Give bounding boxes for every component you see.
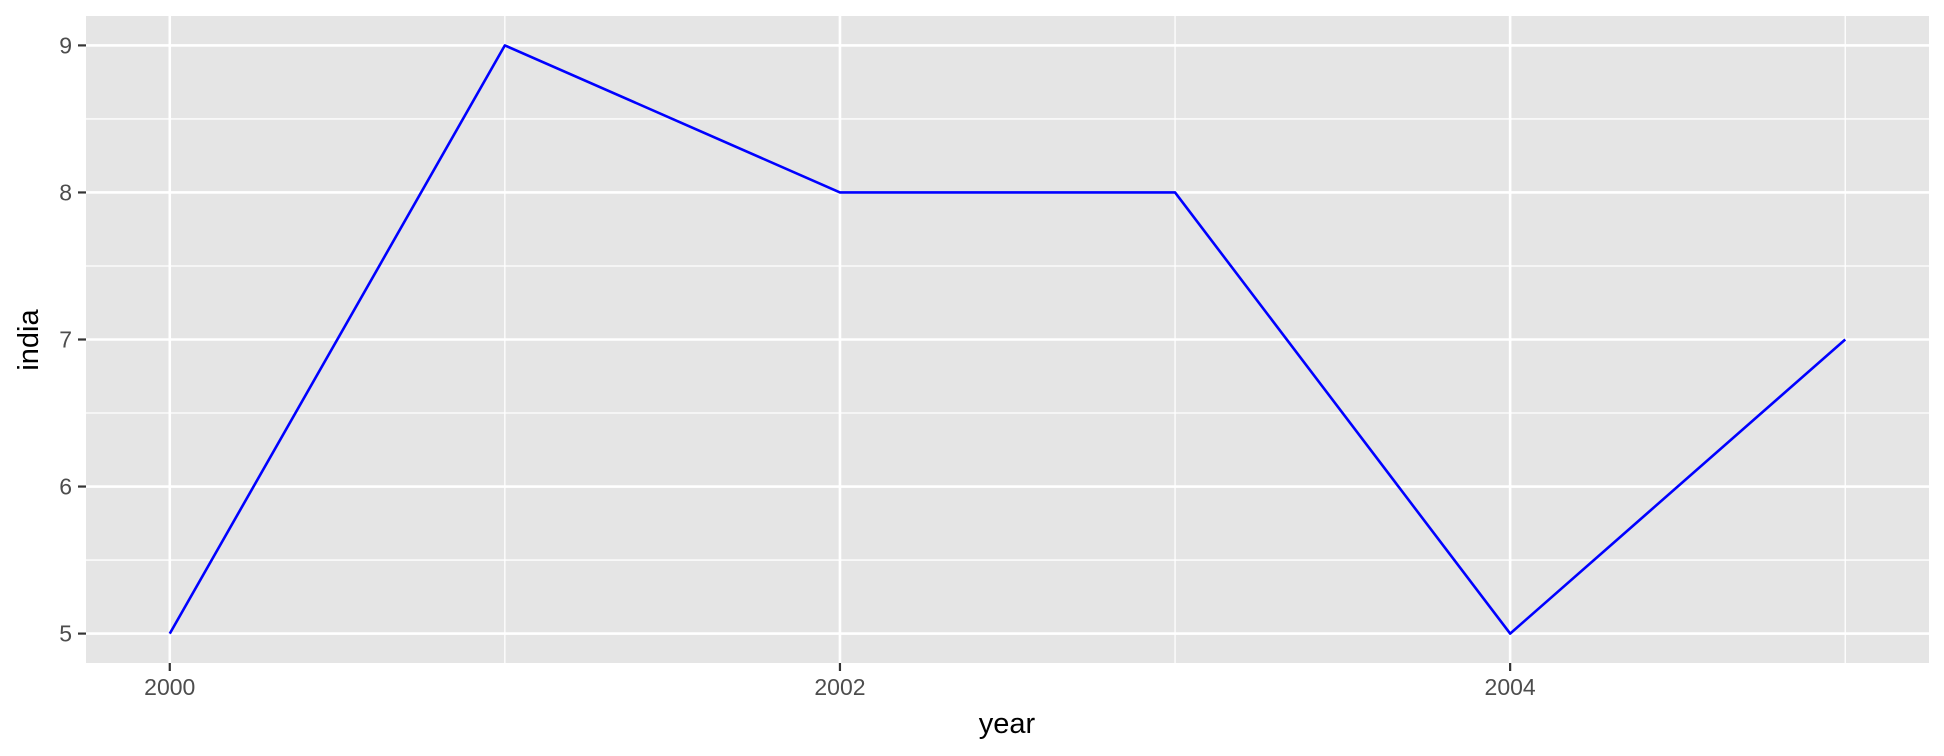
y-axis-title: india — [13, 308, 45, 370]
y-tick-label: 7 — [59, 327, 72, 353]
y-axis: 5 6 7 8 9 — [59, 32, 86, 647]
series-line — [168, 44, 1847, 635]
y-tick-label: 9 — [59, 32, 72, 58]
y-tick-label: 6 — [59, 474, 72, 500]
x-tick-label: 2000 — [144, 674, 195, 700]
x-tick-label: 2002 — [814, 674, 865, 700]
x-axis: 2000 2002 2004 — [144, 663, 1536, 700]
y-tick-label: 5 — [59, 621, 72, 647]
series-layer — [168, 44, 1847, 635]
x-tick-label: 2004 — [1485, 674, 1536, 700]
y-tick-label: 8 — [59, 179, 72, 205]
x-axis-title: year — [979, 708, 1036, 740]
